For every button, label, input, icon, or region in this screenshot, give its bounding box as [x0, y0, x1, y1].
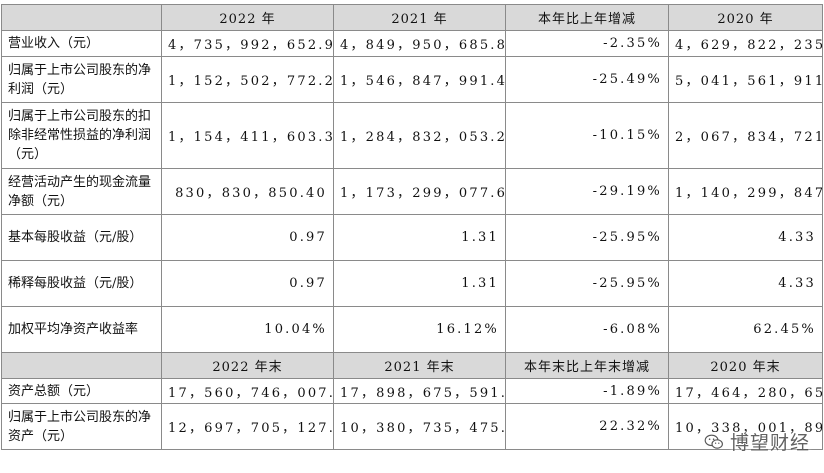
header-cell-blank: [1, 4, 162, 31]
cell-2022: 12，697，705，127.65: [161, 403, 334, 450]
header-row-yearend: 2022 年末 2021 年末 本年末比上年末增减 2020 年末: [1, 352, 823, 379]
cell-2020: 5，041，561，911.64: [668, 56, 823, 103]
cell-2022: 0.97: [161, 260, 334, 307]
cell-2022: 0.97: [161, 214, 334, 261]
cell-change: 22.32%: [505, 403, 669, 450]
cell-change: -2.35%: [505, 30, 669, 57]
cell-2020: 4.33: [668, 214, 823, 261]
cell-change: -29.19%: [505, 168, 669, 215]
table-row: 归属于上市公司股东的净利润（元） 1，152，502，772.29 1，546，…: [1, 56, 823, 103]
cell-2020: 4.33: [668, 260, 823, 307]
wechat-icon: [704, 434, 723, 449]
header-cell-blank: [1, 352, 162, 379]
watermark-text: 博望财经: [729, 432, 810, 454]
row-label: 基本每股收益（元/股）: [1, 214, 162, 261]
table-row: 加权平均净资产收益率 10.04% 16.12% -6.08% 62.45%: [1, 306, 823, 353]
watermark: 博望财经: [704, 428, 810, 455]
table-row: 基本每股收益（元/股） 0.97 1.31 -25.95% 4.33: [1, 214, 823, 261]
cell-change: -10.15%: [505, 102, 669, 169]
header-cell-change: 本年比上年增减: [505, 4, 669, 31]
cell-change: -6.08%: [505, 306, 669, 353]
table-row: 归属于上市公司股东的扣除非经常性损益的净利润（元） 1，154，411，603.…: [1, 102, 823, 169]
cell-2020: 62.45%: [668, 306, 823, 353]
cell-2020: 10，338，001，893.53: [668, 403, 823, 450]
header-cell-2022: 2022 年: [161, 4, 334, 31]
table-row: 营业收入（元） 4，735，992，652.99 4，849，950，685.8…: [1, 30, 823, 57]
cell-2020: 2，067，834，721.17: [668, 102, 823, 169]
row-label: 营业收入（元）: [1, 30, 162, 57]
header-cell-2022-end: 2022 年末: [161, 352, 334, 379]
header-cell-2020: 2020 年: [668, 4, 823, 31]
cell-2022: 10.04%: [161, 306, 334, 353]
header-row-annual: 2022 年 2021 年 本年比上年增减 2020 年: [1, 4, 823, 31]
cell-2022: 4，735，992，652.99: [161, 30, 334, 57]
cell-2022: 830，830，850.40: [161, 168, 334, 215]
table-row: 稀释每股收益（元/股） 0.97 1.31 -25.95% 4.33: [1, 260, 823, 307]
row-label: 归属于上市公司股东的净资产（元）: [1, 403, 162, 450]
row-label: 加权平均净资产收益率: [1, 306, 162, 353]
cell-2022: 1，154，411，603.34: [161, 102, 334, 169]
cell-2022: 1，152，502，772.29: [161, 56, 334, 103]
cell-2021: 17，898，675，591.47: [333, 378, 506, 404]
header-cell-change-end: 本年末比上年末增减: [505, 352, 669, 379]
cell-change: -25.95%: [505, 260, 669, 307]
header-cell-2021: 2021 年: [333, 4, 506, 31]
cell-change: -25.95%: [505, 214, 669, 261]
cell-2020: 1，140，299，847.99: [668, 168, 823, 215]
cell-2021: 1，546，847，991.45: [333, 56, 506, 103]
table-row: 经营活动产生的现金流量净额（元） 830，830，850.40 1，173，29…: [1, 168, 823, 215]
cell-2021: 1.31: [333, 260, 506, 307]
cell-2021: 1，284，832，053.20: [333, 102, 506, 169]
cell-2021: 4，849，950，685.86: [333, 30, 506, 57]
cell-change: -1.89%: [505, 378, 669, 404]
cell-2021: 16.12%: [333, 306, 506, 353]
header-cell-2021-end: 2021 年末: [333, 352, 506, 379]
row-label: 归属于上市公司股东的扣除非经常性损益的净利润（元）: [1, 102, 162, 169]
cell-2021: 1.31: [333, 214, 506, 261]
cell-2020: 4，629，822，235.08: [668, 30, 823, 57]
table-row: 归属于上市公司股东的净资产（元） 12，697，705，127.65 10，38…: [1, 403, 823, 450]
header-cell-2020-end: 2020 年末: [668, 352, 823, 379]
table-row: 资产总额（元） 17，560，746，007.37 17，898，675，591…: [1, 378, 823, 404]
cell-2020: 17，464，280，655.27: [668, 378, 823, 404]
row-label: 归属于上市公司股东的净利润（元）: [1, 56, 162, 103]
row-label: 资产总额（元）: [1, 378, 162, 404]
cell-2021: 1，173，299，077.65: [333, 168, 506, 215]
row-label: 经营活动产生的现金流量净额（元）: [1, 168, 162, 215]
cell-change: -25.49%: [505, 56, 669, 103]
row-label: 稀释每股收益（元/股）: [1, 260, 162, 307]
financial-summary-table: 2022 年 2021 年 本年比上年增减 2020 年 营业收入（元） 4，7…: [1, 4, 823, 450]
cell-2022: 17，560，746，007.37: [161, 378, 334, 404]
cell-2021: 10，380，735，475.80: [333, 403, 506, 450]
